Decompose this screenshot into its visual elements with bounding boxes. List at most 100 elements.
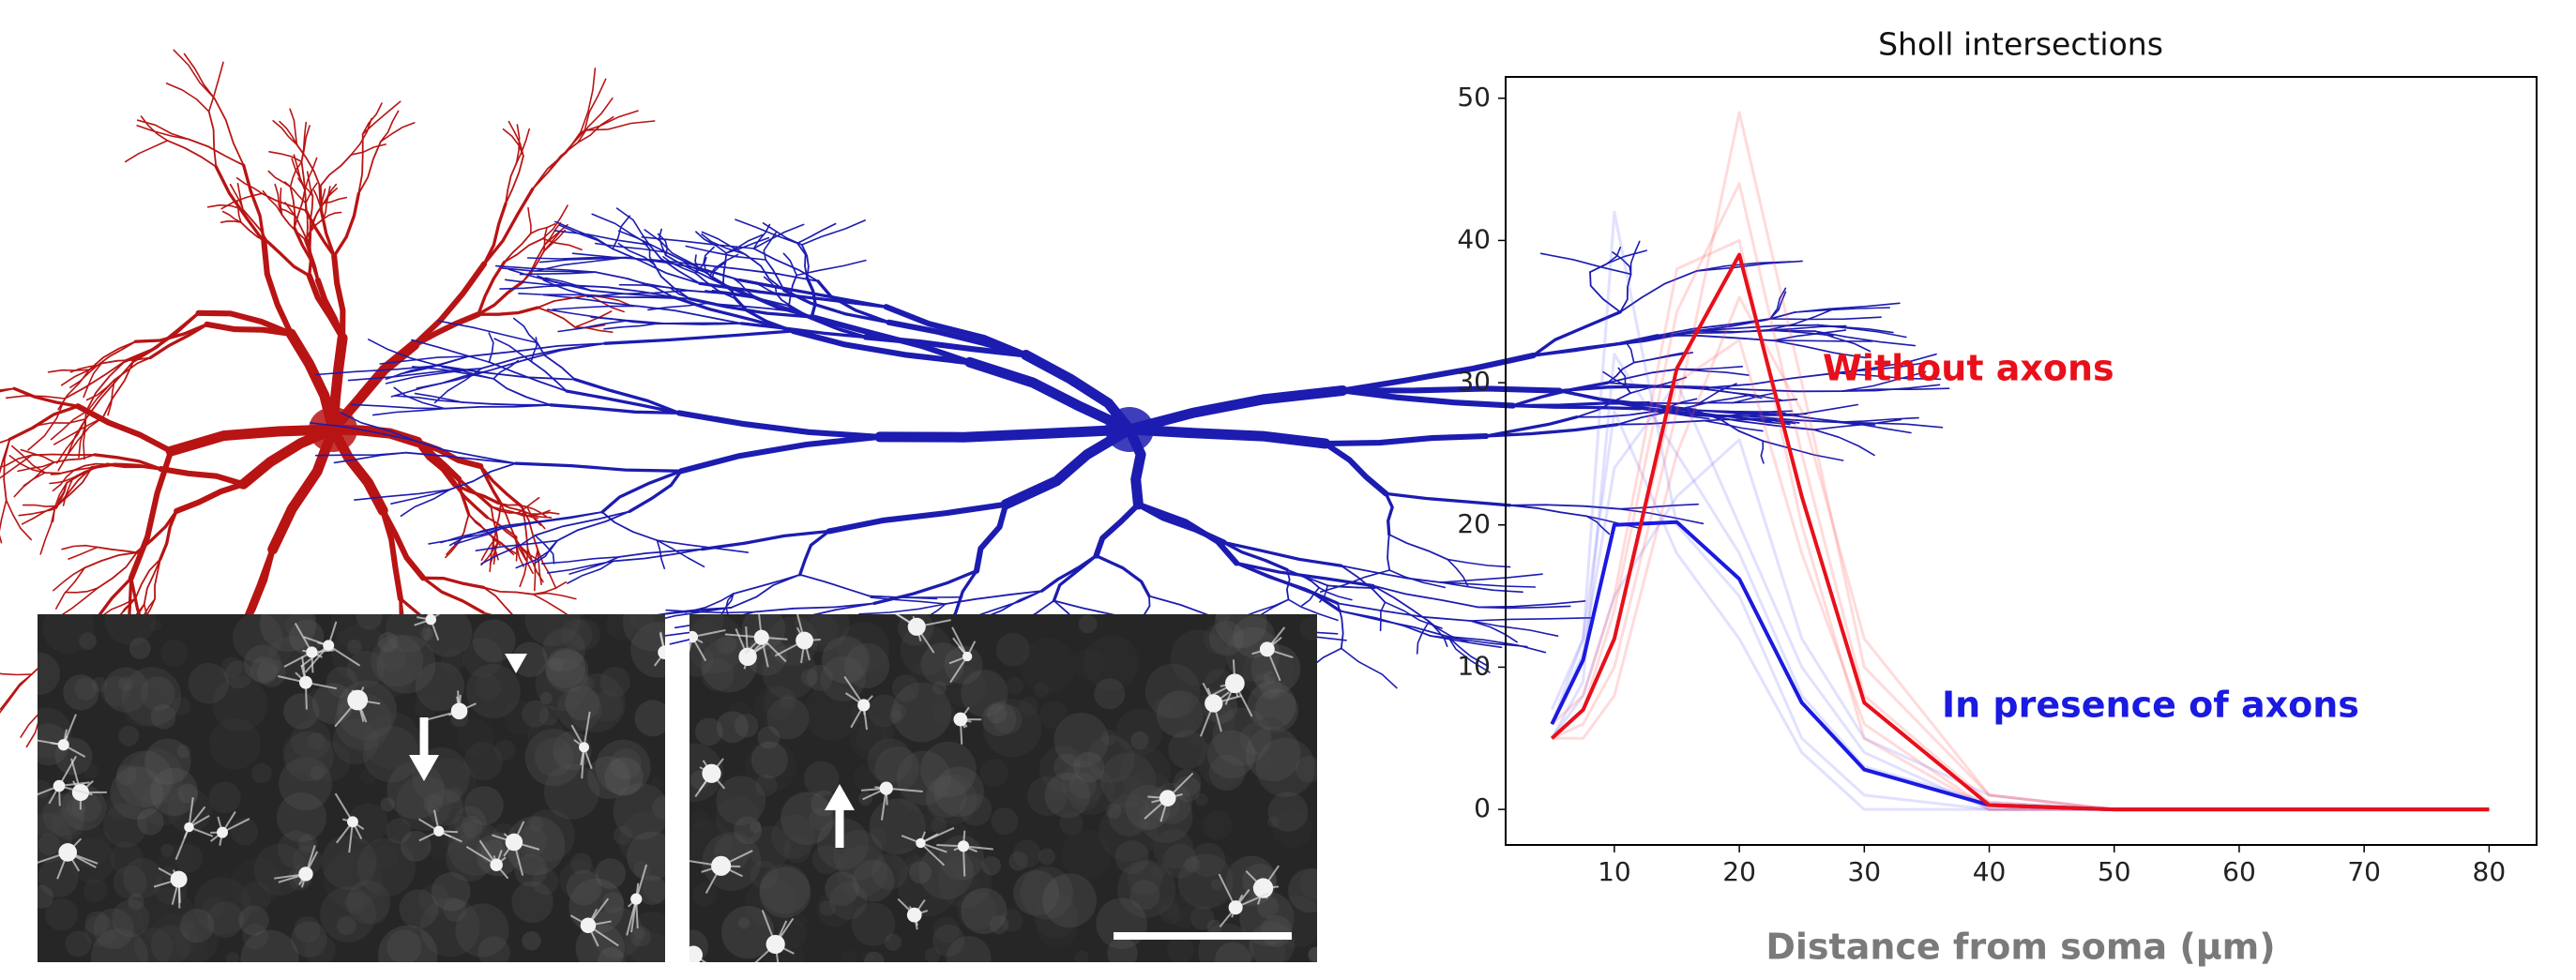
- dendrite: [615, 207, 651, 246]
- texture: [762, 644, 817, 700]
- process: [919, 842, 946, 867]
- dendrite: [515, 128, 530, 164]
- dendrite: [1606, 368, 1679, 384]
- texture: [1166, 936, 1194, 962]
- dendrite: [641, 236, 755, 249]
- dendrite: [165, 424, 339, 457]
- dendrite: [154, 558, 161, 600]
- texture: [920, 741, 977, 798]
- dendrite: [5, 499, 32, 541]
- texture: [477, 936, 510, 962]
- texture: [371, 656, 413, 698]
- texture: [331, 624, 389, 682]
- dendrite: [1511, 401, 1651, 408]
- dendrite: [404, 451, 517, 464]
- dendrite: [105, 462, 162, 471]
- dendrite: [514, 537, 533, 563]
- texture: [642, 866, 665, 904]
- texture: [379, 644, 407, 672]
- cell: [630, 893, 643, 905]
- texture: [548, 657, 564, 672]
- dendrite: [722, 252, 728, 286]
- dendrite: [1469, 617, 1592, 622]
- texture: [310, 765, 325, 780]
- texture: [979, 758, 1008, 787]
- texture: [110, 841, 144, 875]
- texture: [140, 676, 175, 712]
- texture: [90, 927, 148, 962]
- texture: [727, 701, 752, 727]
- dendrite: [477, 306, 539, 316]
- dendrite: [213, 98, 245, 167]
- dendrite: [869, 595, 963, 598]
- texture: [734, 816, 763, 845]
- dendrite: [765, 259, 785, 292]
- dendrite: [390, 489, 451, 505]
- texture: [256, 657, 286, 687]
- dendrite: [519, 271, 597, 276]
- dendrite: [675, 410, 883, 440]
- texture: [1100, 752, 1157, 808]
- dendrite: [1816, 324, 1907, 339]
- texture: [127, 748, 184, 806]
- texture: [285, 614, 316, 641]
- dendrite: [1508, 504, 1621, 510]
- dendrite: [1772, 339, 1868, 359]
- dendrite: [206, 204, 244, 211]
- dendrite: [39, 508, 55, 555]
- texture: [904, 854, 924, 874]
- texture: [1129, 880, 1160, 911]
- dendrite: [83, 551, 138, 569]
- texture: [346, 880, 391, 925]
- dendrite: [1340, 387, 1516, 409]
- texture: [386, 761, 445, 820]
- dendrite: [1322, 432, 1490, 447]
- dendrite: [583, 78, 607, 131]
- dendrite: [11, 445, 46, 474]
- texture: [38, 884, 53, 909]
- dendrite: [454, 527, 504, 546]
- dendrite: [1469, 620, 1559, 637]
- texture: [1198, 923, 1254, 962]
- texture: [763, 686, 797, 720]
- texture: [1248, 934, 1286, 962]
- texture: [825, 871, 859, 906]
- texture: [503, 700, 538, 735]
- process: [689, 953, 694, 957]
- texture: [1174, 776, 1201, 803]
- series-annotation: Without axons: [1823, 348, 2114, 389]
- dendrite: [627, 278, 689, 292]
- texture: [715, 795, 760, 840]
- dendrite: [1287, 598, 1339, 622]
- dendrite: [88, 379, 116, 410]
- dendrite: [526, 505, 548, 518]
- texture: [926, 774, 977, 825]
- texture: [103, 667, 149, 713]
- dendrite: [0, 438, 11, 444]
- texture: [987, 703, 1008, 724]
- arrow: [825, 784, 855, 848]
- dendrite: [1617, 367, 1631, 394]
- process: [663, 652, 665, 656]
- dendrite: [751, 280, 778, 295]
- dendrite: [1386, 534, 1391, 571]
- dendrite: [552, 305, 639, 310]
- texture: [542, 614, 585, 644]
- dendrite: [514, 461, 683, 473]
- cell: [433, 825, 445, 837]
- dendrite: [1384, 491, 1512, 507]
- texture: [1192, 854, 1244, 906]
- dendrite: [318, 185, 336, 258]
- dendrite: [656, 539, 750, 553]
- dendrite: [1619, 270, 1698, 313]
- dendrite: [0, 499, 8, 532]
- texture: [1020, 638, 1075, 694]
- dendrite: [752, 223, 805, 249]
- texture: [1053, 713, 1110, 768]
- cell: [170, 870, 188, 888]
- texture: [291, 719, 331, 761]
- dendrite: [289, 161, 303, 188]
- dendrite: [1447, 558, 1511, 568]
- cell: [906, 907, 922, 923]
- texture: [102, 803, 147, 848]
